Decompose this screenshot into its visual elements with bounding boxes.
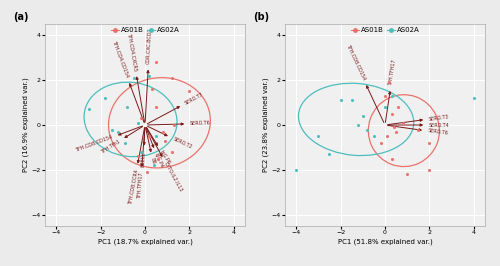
Text: TFH.Tfh1: TFH.Tfh1	[100, 139, 120, 155]
Text: (a): (a)	[13, 12, 28, 22]
Text: SERO.T3: SERO.T3	[428, 114, 450, 122]
Text: TFH.CD8.CCR4: TFH.CD8.CCR4	[128, 169, 139, 205]
Legend: AS01B, AS02A: AS01B, AS02A	[350, 27, 420, 34]
Text: TFH.CD8.CD154: TFH.CD8.CD154	[75, 135, 114, 153]
Text: SERO.T6: SERO.T6	[190, 121, 210, 126]
Text: TFH.CD8.CD154: TFH.CD8.CD154	[345, 43, 366, 81]
Text: BCELL: BCELL	[140, 151, 146, 167]
Text: TFH.TFH17: TFH.TFH17	[137, 172, 144, 200]
X-axis label: PC1 (18.7% explained var.): PC1 (18.7% explained var.)	[98, 238, 192, 244]
Text: TFH.TFH17: TFH.TFH17	[388, 59, 398, 86]
Text: CYTO.IL2.IL13: CYTO.IL2.IL13	[163, 161, 184, 193]
Text: IgG.P6: IgG.P6	[158, 149, 172, 166]
Text: B6: B6	[150, 157, 156, 165]
Y-axis label: PC2 (16.9% explained var.): PC2 (16.9% explained var.)	[22, 78, 29, 172]
Text: SERO.T2: SERO.T2	[172, 136, 193, 150]
Text: SERO.T4: SERO.T4	[429, 123, 450, 127]
Legend: AS01B, AS02A: AS01B, AS02A	[110, 27, 180, 34]
Text: SERO.T6: SERO.T6	[428, 128, 448, 136]
Text: (b): (b)	[253, 12, 269, 22]
Text: TFH.CD4.CD154: TFH.CD4.CD154	[112, 40, 130, 78]
Text: IgG.P4: IgG.P4	[154, 152, 164, 169]
Text: COR.CXC.BCD1: COR.CXC.BCD1	[146, 27, 153, 64]
X-axis label: PC1 (51.8% explained var.): PC1 (51.8% explained var.)	[338, 238, 432, 244]
Y-axis label: PC2 (23.8% explained var.): PC2 (23.8% explained var.)	[262, 78, 269, 172]
Text: TFH.CD4.CXCR5: TFH.CD4.CXCR5	[126, 32, 138, 71]
Text: SERO.T7: SERO.T7	[184, 92, 204, 106]
